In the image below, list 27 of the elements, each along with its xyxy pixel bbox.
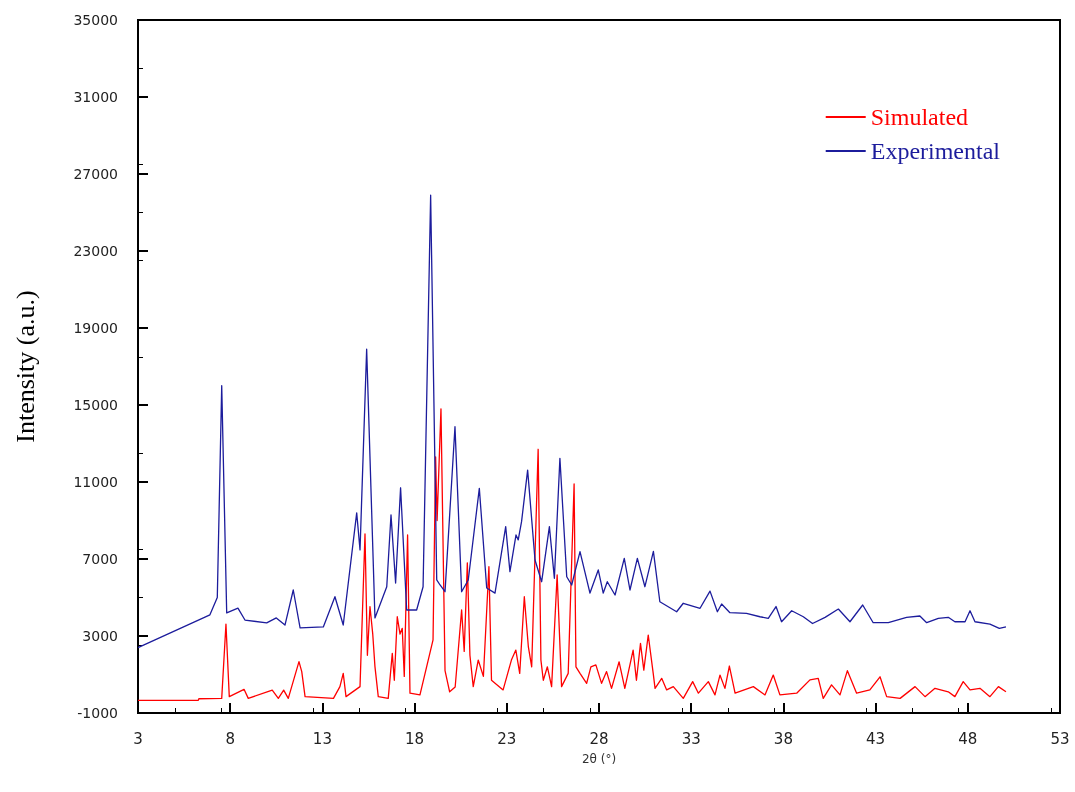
x-tick-label: 48 — [958, 729, 978, 748]
y-tick-label: 23000 — [73, 243, 118, 259]
x-tick-label: 38 — [773, 729, 793, 748]
y-tick-label: 15000 — [73, 397, 118, 413]
x-tick-label: 53 — [1050, 729, 1070, 748]
y-tick-label: 3000 — [82, 628, 118, 644]
y-tick-label: 19000 — [73, 320, 118, 336]
y-tick-label: 35000 — [73, 12, 118, 28]
legend-label: Experimental — [870, 138, 1001, 164]
y-tick-label: 7000 — [82, 551, 118, 567]
x-tick-label: 23 — [497, 729, 517, 748]
x-tick-label: 13 — [312, 729, 332, 748]
line-series — [137, 194, 1007, 649]
x-tick-label: 3 — [133, 729, 143, 748]
x-tick-label: 8 — [225, 729, 235, 748]
x-tick-label: 28 — [589, 729, 609, 748]
y-tick-label: 27000 — [73, 166, 118, 182]
y-axis-title: Intensity (a.u.) — [10, 290, 40, 443]
x-tick-label: 18 — [405, 729, 425, 748]
legend-label: Simulated — [870, 104, 969, 130]
x-tick-label: 43 — [866, 729, 886, 748]
y-tick-label: 11000 — [73, 474, 118, 490]
x-tick-label: 33 — [681, 729, 701, 748]
x-axis-title: 2θ (°) — [581, 752, 617, 766]
y-tick-label: -1000 — [77, 705, 118, 721]
y-tick-label: 31000 — [73, 89, 118, 105]
line-series — [137, 408, 1007, 701]
